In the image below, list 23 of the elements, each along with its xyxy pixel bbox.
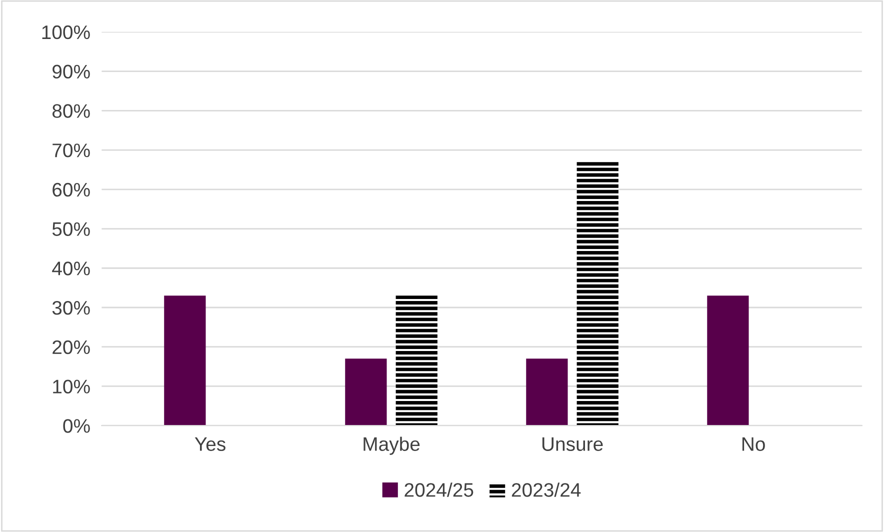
x-tick-label: Unsure [542, 437, 603, 451]
y-tick-label: 0% [63, 419, 90, 433]
y-tick-label: 90% [52, 64, 90, 79]
y-tick-label: 100% [42, 25, 90, 40]
y-tick-label: 50% [52, 222, 90, 236]
y-tick-label: 80% [52, 104, 90, 118]
y-tick-label: 40% [52, 262, 90, 276]
bar [526, 358, 568, 426]
x-tick-label: Yes [194, 437, 226, 451]
bar [576, 162, 618, 426]
legend-label: 2024/25 [404, 482, 474, 497]
bar [707, 296, 749, 426]
legend-label: 2023/24 [512, 482, 581, 497]
y-tick-label: 20% [52, 340, 90, 354]
y-tick-label: 30% [52, 300, 90, 315]
y-tick-label: 70% [52, 143, 90, 158]
x-tick-label: Maybe [364, 436, 420, 455]
bar [164, 296, 206, 426]
bar [396, 296, 438, 426]
y-tick-label: 10% [53, 380, 90, 394]
x-tick-label: No [742, 437, 765, 451]
y-tick-label: 60% [52, 182, 90, 197]
bar [345, 358, 387, 426]
